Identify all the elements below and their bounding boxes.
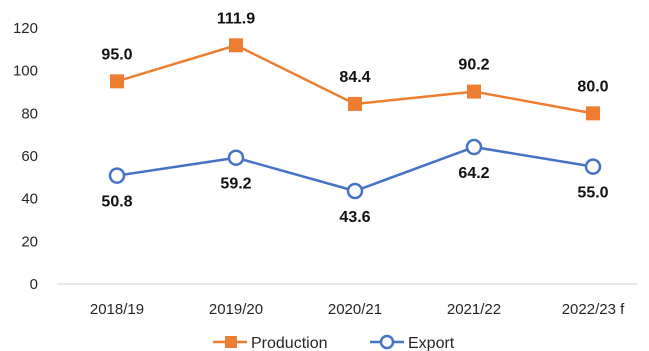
export-point [584, 158, 602, 175]
legend-square-marker [225, 336, 237, 348]
label-layer: 95.0 111.9 84.4 90.2 80.0 50.8 59.2 43.6 64.2 55.… [101, 10, 608, 226]
export-point [108, 167, 126, 184]
export-point [346, 182, 364, 200]
export-data-label: 55.0 [577, 185, 608, 202]
x-tick-label: 2019/20 [209, 301, 263, 318]
legend-label-export: Export [408, 335, 455, 351]
export-data-label: 50.8 [101, 194, 132, 211]
y-tick-label: 80 [21, 105, 38, 122]
y-tick-label: 40 [21, 191, 38, 208]
legend: Production Export [213, 334, 455, 351]
production-data-label: 90.2 [458, 57, 489, 74]
production-point [110, 74, 124, 89]
series-layer [108, 38, 602, 200]
y-tick-label: 60 [21, 148, 38, 165]
legend-circle-marker [379, 334, 395, 350]
production-data-label: 95.0 [101, 46, 132, 63]
export-data-label: 59.2 [220, 176, 251, 193]
y-tick-label: 20 [21, 233, 38, 250]
export-data-label: 64.2 [458, 165, 489, 182]
x-tick-label: 2021/22 [447, 301, 501, 318]
export-point [465, 138, 483, 156]
y-tick-label: 0 [30, 276, 38, 293]
x-tick-label: 2022/23 f [562, 301, 625, 318]
production-point [586, 106, 600, 121]
production-data-label: 111.9 [217, 10, 255, 27]
y-tick-label: 120 [13, 20, 38, 37]
x-tick-label: 2018/19 [90, 301, 144, 318]
y-tick-label: 100 [13, 63, 38, 80]
x-tick-label: 2020/21 [328, 301, 382, 318]
production-data-label: 84.4 [339, 69, 370, 86]
export-point [227, 149, 245, 166]
production-point [467, 84, 481, 99]
production-point [348, 96, 362, 111]
production-point [229, 38, 243, 53]
export-data-label: 43.6 [339, 209, 370, 226]
legend-label-production: Production [251, 335, 328, 351]
production-data-label: 80.0 [577, 78, 608, 95]
axis-layer: 0 20 40 60 80 100 120 2018/19 2019/20 2020/21 2021… [13, 20, 638, 318]
